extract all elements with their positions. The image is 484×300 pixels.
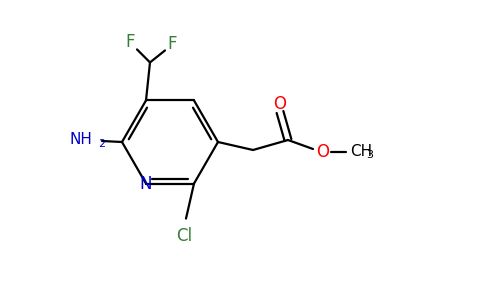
Text: 2: 2 — [98, 139, 105, 149]
Text: F: F — [167, 35, 177, 53]
Text: O: O — [273, 95, 287, 113]
Text: NH: NH — [69, 133, 92, 148]
Text: Cl: Cl — [176, 226, 192, 244]
Text: CH: CH — [350, 143, 372, 158]
Text: O: O — [317, 143, 330, 161]
Text: 3: 3 — [366, 150, 373, 160]
Text: N: N — [140, 175, 152, 193]
Text: F: F — [125, 33, 135, 51]
